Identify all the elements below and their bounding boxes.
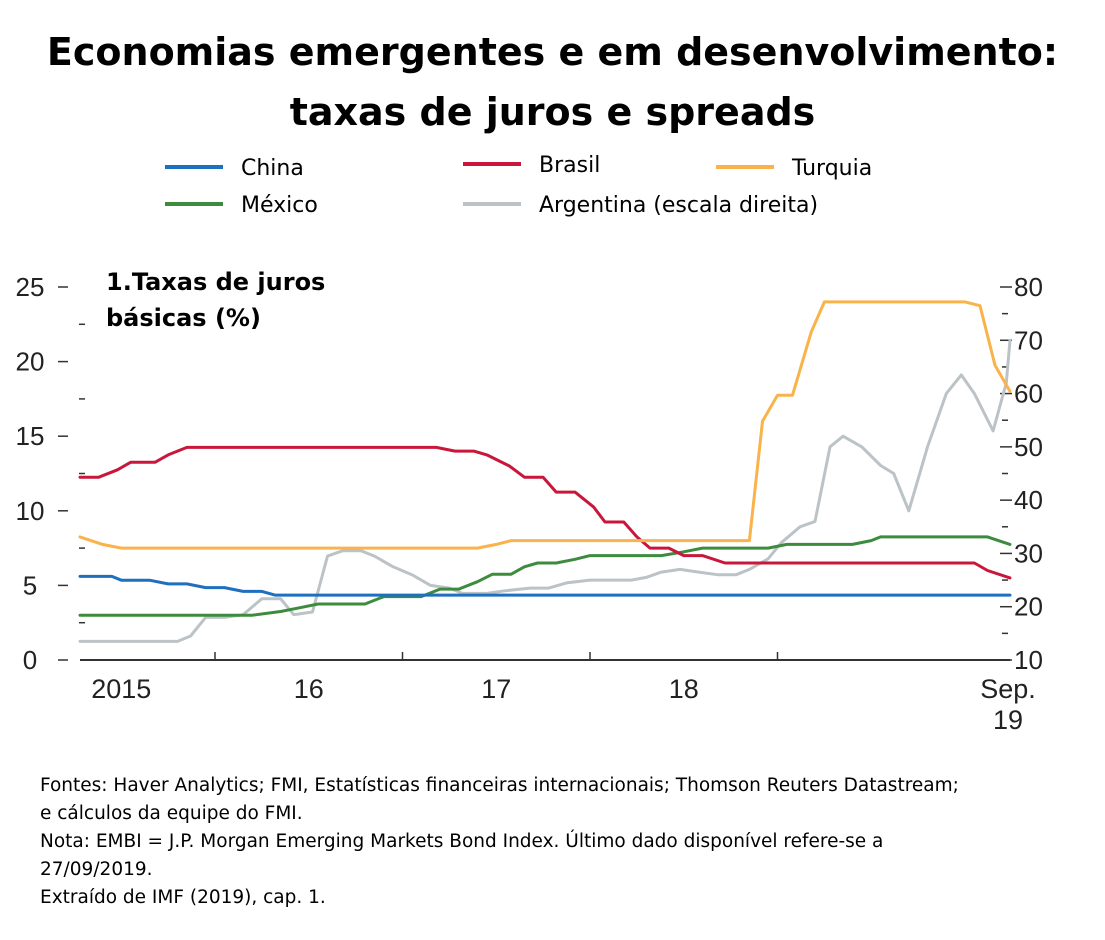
chart-title: Economias emergentes e em desenvolviment…	[0, 22, 1105, 142]
x-tick-label: 17	[481, 674, 511, 704]
note-line-5: Extraído de IMF (2019), cap. 1.	[40, 887, 326, 908]
source-notes: Fontes: Haver Analytics; FMI, Estatístic…	[40, 772, 1080, 912]
legend-label-china: China	[241, 156, 304, 181]
legend-label-mexico: México	[241, 193, 318, 218]
y-right-tick-label: 30	[1014, 538, 1043, 568]
y-right-tick-label: 60	[1014, 379, 1043, 409]
legend: China Brasil Turquia México Argentina (escal…	[165, 153, 872, 218]
subtitle-line-2: básicas (%)	[106, 304, 261, 332]
chart-subtitle: 1.Taxas de juros básicas (%)	[106, 268, 325, 332]
series-lines	[78, 300, 1012, 643]
y-left-tick-label: 15	[16, 421, 45, 451]
legend-label-turquia: Turquia	[791, 156, 872, 181]
note-line-2: e cálculos da equipe do FMI.	[40, 803, 303, 824]
axes: 2015 16 17 18 Sep. 19 0 5 10 15 20 25 10 20 30 40 50 60 70…	[16, 272, 1043, 735]
series-line-argentina-escala-direita	[78, 338, 1012, 643]
title-line-1: Economias emergentes e em desenvolviment…	[46, 30, 1059, 74]
note-line-3: Nota: EMBI = J.P. Morgan Emerging Market…	[40, 831, 884, 852]
x-tick-label: 2015	[91, 674, 151, 704]
subtitle-line-1: 1.Taxas de juros	[106, 268, 325, 296]
x-tick-label: 16	[294, 674, 324, 704]
y-left-tick-label: 0	[23, 645, 37, 675]
x-tick-label: Sep. 19	[980, 674, 1036, 735]
y-right-tick-label: 80	[1014, 272, 1043, 302]
y-left-tick-label: 20	[16, 347, 45, 377]
note-line-4: 27/09/2019.	[40, 859, 153, 880]
series-line-mexico	[78, 535, 1012, 617]
legend-label-argentina-escala-direita: Argentina (escala direita)	[539, 193, 818, 218]
title-line-2: taxas de juros e spreads	[289, 90, 816, 134]
series-line-china	[78, 574, 1012, 597]
note-line-1: Fontes: Haver Analytics; FMI, Estatístic…	[40, 775, 959, 796]
y-left-tick-label: 10	[16, 496, 45, 526]
y-right-tick-label: 10	[1014, 645, 1043, 675]
series-line-brasil	[78, 445, 1012, 580]
y-right-tick-label: 70	[1014, 325, 1043, 355]
y-left-tick-label: 5	[23, 570, 37, 600]
y-right-tick-label: 50	[1014, 432, 1043, 462]
legend-label-brasil: Brasil	[539, 153, 600, 178]
y-left-tick-label: 25	[16, 272, 45, 302]
y-right-tick-label: 40	[1014, 485, 1043, 515]
series-line-turquia	[78, 300, 1012, 550]
chart-area: China Brasil Turquia México Argentina (escal…	[16, 153, 1043, 735]
x-tick-label: 18	[669, 674, 699, 704]
y-right-tick-label: 20	[1014, 592, 1043, 622]
